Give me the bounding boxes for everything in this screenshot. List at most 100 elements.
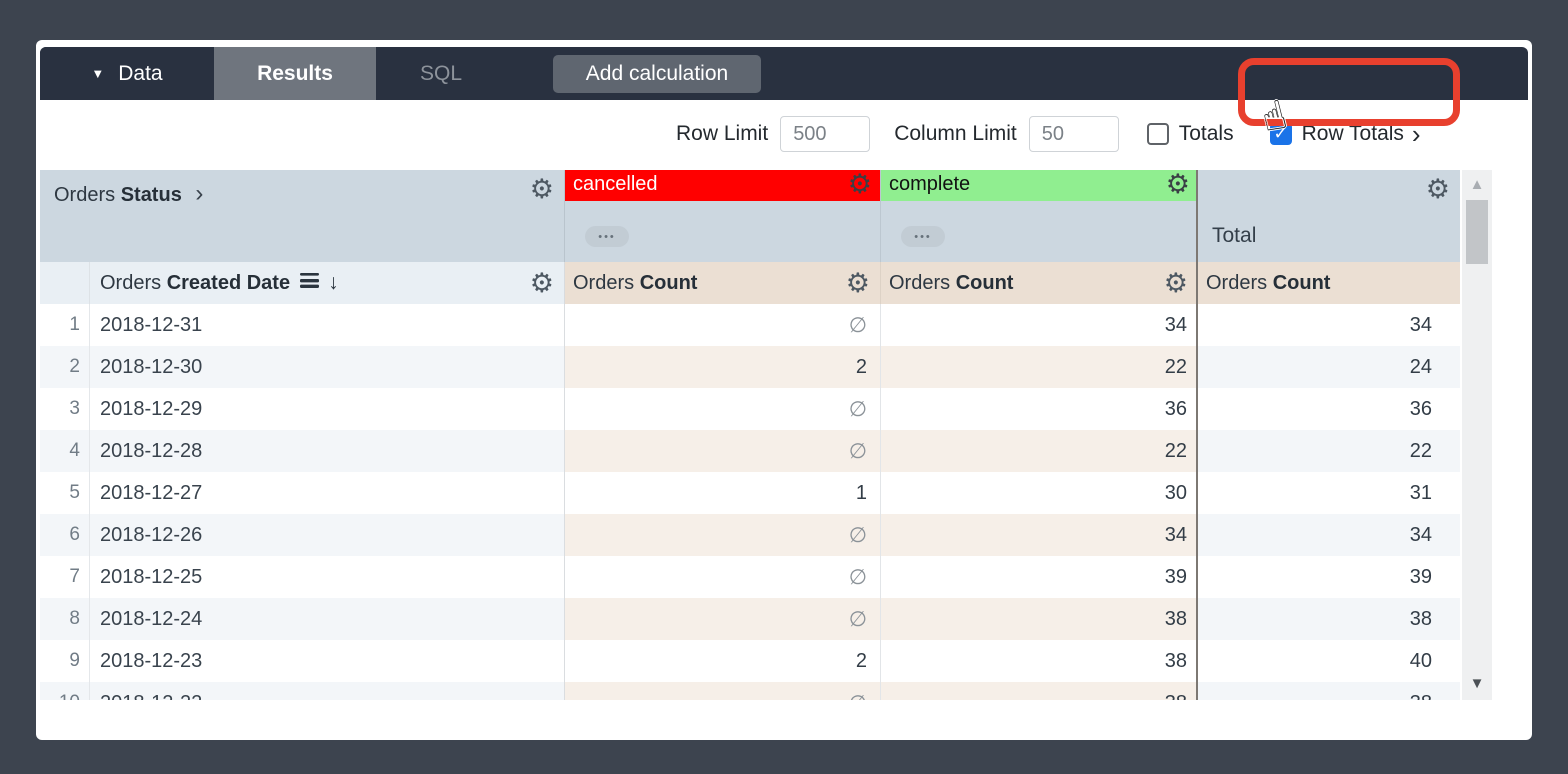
table-row: 4 2018-12-28 ∅ 22 22	[40, 430, 1462, 472]
ellipsis-pill[interactable]: •••	[585, 226, 629, 247]
total-measure-header[interactable]: Orders Count	[1196, 262, 1460, 304]
measure-label: Orders Count	[889, 271, 1014, 294]
value-cell[interactable]: 22	[881, 346, 1198, 388]
value-cell[interactable]: 30	[1164, 481, 1187, 504]
scroll-down-icon[interactable]: ▼	[1469, 675, 1485, 692]
chevron-right-icon[interactable]: ›	[1411, 119, 1421, 149]
value-cell[interactable]: 36	[1164, 397, 1187, 420]
gear-icon[interactable]: ⚙	[1425, 174, 1450, 204]
sort-descending-icon[interactable]: ↓	[328, 271, 339, 294]
data-section-toggle[interactable]: ▼ Data	[40, 47, 214, 100]
vertical-scrollbar[interactable]: ▲ ▼	[1462, 170, 1492, 700]
value-cell[interactable]: 38	[881, 682, 1198, 700]
total-value-cell[interactable]: 34	[1196, 514, 1460, 556]
add-calculation-button[interactable]: Add calculation	[553, 54, 761, 93]
tab-sql[interactable]: SQL	[419, 61, 463, 85]
total-value-cell[interactable]: 34	[1196, 304, 1460, 346]
date-cell[interactable]: 2018-12-25	[90, 556, 565, 598]
gear-icon[interactable]: ⚙	[529, 174, 554, 204]
total-value-cell[interactable]: 39	[1196, 556, 1460, 598]
total-value-cell[interactable]: 38	[1196, 598, 1460, 640]
value-cell[interactable]: ∅	[565, 682, 881, 700]
measure-label: Orders Count	[573, 271, 698, 294]
value-cell[interactable]: 2	[565, 640, 881, 682]
caret-down-icon: ▼	[91, 66, 105, 81]
measure-label: Orders Count	[1206, 271, 1331, 294]
gear-icon[interactable]: ⚙	[1163, 268, 1188, 298]
value-cell[interactable]: 2	[565, 346, 881, 388]
row-number: 6	[40, 514, 90, 556]
total-value-cell[interactable]: 40	[1196, 640, 1460, 682]
date-cell[interactable]: 2018-12-27	[90, 472, 565, 514]
date-cell[interactable]: 2018-12-28	[90, 430, 565, 472]
total-value-cell[interactable]: 38	[1196, 682, 1460, 700]
value-cell[interactable]: 1	[565, 472, 881, 514]
gear-icon[interactable]: ⚙	[529, 268, 554, 298]
value-cell[interactable]: 38	[881, 598, 1198, 640]
row-dimension-label: Orders Created Date	[100, 271, 291, 294]
row-limit-input[interactable]	[780, 116, 871, 152]
value-cell[interactable]: 22	[881, 430, 1198, 472]
total-label: Total	[1212, 224, 1257, 247]
date-cell[interactable]: 2018-12-26	[90, 514, 565, 556]
field-header-band: Orders Created Date ↓ ⚙	[40, 262, 1462, 304]
date-cell[interactable]: 2018-12-22	[90, 682, 565, 700]
data-label: Data	[118, 61, 163, 85]
tab-results[interactable]: Results	[214, 47, 376, 100]
totals-checkbox[interactable]	[1146, 123, 1169, 145]
pivot-header-cell[interactable]: complete ⚙ •••	[881, 170, 1198, 262]
pivot-value-label: cancelled	[573, 173, 658, 195]
row-limit-label: Row Limit	[676, 122, 769, 145]
row-total-header[interactable]: ⚙ Total	[1196, 170, 1460, 262]
value-cell[interactable]: 39	[1164, 565, 1187, 588]
gear-icon[interactable]: ⚙	[1165, 170, 1190, 199]
row-number: 7	[40, 556, 90, 598]
value-cell[interactable]: 34	[1164, 313, 1187, 336]
row-dimension-header[interactable]: Orders Created Date ↓ ⚙	[90, 262, 565, 304]
column-limit-input[interactable]	[1028, 116, 1119, 152]
row-number: 2	[40, 346, 90, 388]
total-value-cell[interactable]: 36	[1196, 388, 1460, 430]
total-value-cell[interactable]: 24	[1196, 346, 1460, 388]
pivot-value-strip[interactable]: cancelled ⚙	[565, 170, 880, 201]
value-cell[interactable]: ∅	[565, 304, 881, 346]
date-cell[interactable]: 2018-12-30	[90, 346, 565, 388]
pivot-header-cell[interactable]: cancelled ⚙ •••	[565, 170, 881, 262]
gear-icon[interactable]: ⚙	[847, 170, 872, 199]
pivot-dimension-header[interactable]: Orders Status › ⚙	[40, 170, 565, 262]
date-cell[interactable]: 2018-12-29	[90, 388, 565, 430]
table-row: 3 2018-12-29 ∅ 36 36	[40, 388, 1462, 430]
table-body: 1 2018-12-31 ∅ 34 34 2 2018-12-30 2 22 24 3 2018-12…	[40, 304, 1462, 700]
gear-icon[interactable]: ⚙	[845, 268, 870, 298]
measure-header[interactable]: Orders Count ⚙	[565, 262, 881, 304]
date-cell[interactable]: 2018-12-31	[90, 304, 565, 346]
table-row: 5 2018-12-27 1 30 31	[40, 472, 1462, 514]
scroll-up-icon[interactable]: ▲	[1469, 176, 1485, 193]
measure-header[interactable]: Orders Count ⚙	[881, 262, 1198, 304]
row-totals-label: Row Totals	[1301, 122, 1404, 145]
date-cell[interactable]: 2018-12-23	[90, 640, 565, 682]
results-table: Orders Status › ⚙ cancelled ⚙ ••• comple	[40, 170, 1492, 700]
total-value-cell[interactable]: 31	[1196, 472, 1460, 514]
query-controls: Row Limit Column Limit Totals Row Totals…	[676, 114, 1421, 154]
total-value-cell[interactable]: 22	[1196, 430, 1460, 472]
chevron-right-icon: ›	[195, 180, 204, 207]
table-row: 1 2018-12-31 ∅ 34 34	[40, 304, 1462, 346]
date-cell[interactable]: 2018-12-24	[90, 598, 565, 640]
value-cell[interactable]: ∅	[565, 388, 881, 430]
value-cell[interactable]: ∅	[565, 514, 881, 556]
pivot-value-strip[interactable]: complete ⚙	[881, 170, 1198, 201]
subtotal-icon[interactable]	[300, 272, 320, 295]
value-cell[interactable]: ∅	[565, 598, 881, 640]
value-cell[interactable]: 38	[1164, 649, 1187, 672]
value-cell[interactable]: ∅	[565, 556, 881, 598]
column-limit-label: Column Limit	[894, 122, 1017, 145]
value-cell[interactable]: ∅	[565, 430, 881, 472]
table-grid: Orders Status › ⚙ cancelled ⚙ ••• comple	[40, 170, 1462, 700]
ellipsis-pill[interactable]: •••	[901, 226, 945, 247]
table-row: 7 2018-12-25 ∅ 39 39	[40, 556, 1462, 598]
value-cell[interactable]: 34	[881, 514, 1198, 556]
pivot-header-band: Orders Status › ⚙ cancelled ⚙ ••• comple	[40, 170, 1462, 262]
scrollbar-thumb[interactable]	[1466, 200, 1488, 264]
